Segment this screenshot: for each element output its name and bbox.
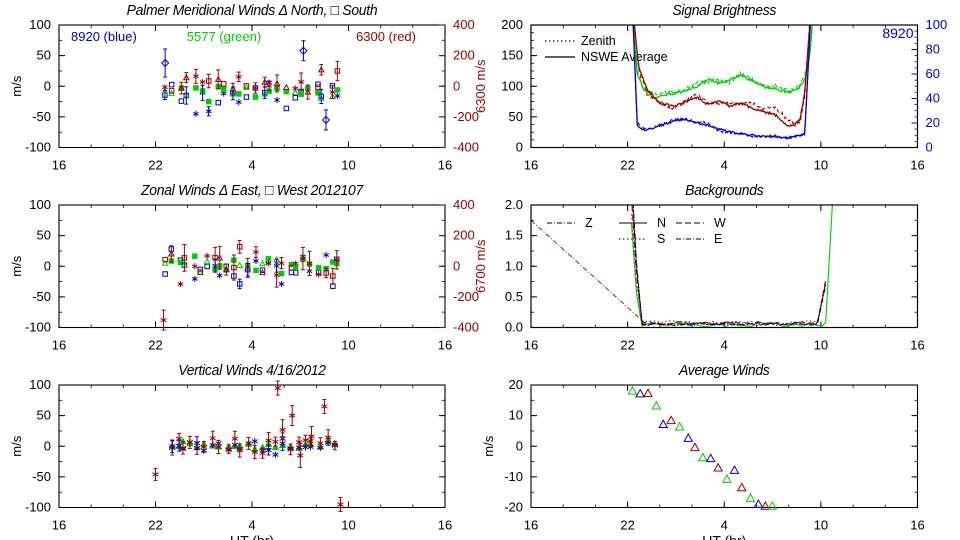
svg-text:4: 4 — [248, 158, 255, 173]
svg-text:400: 400 — [453, 17, 475, 32]
svg-text:60: 60 — [926, 66, 940, 81]
svg-text:16: 16 — [910, 158, 924, 173]
svg-text:8920: 8920 — [882, 25, 913, 41]
svg-text:m/s: m/s — [9, 255, 24, 276]
svg-text:1.5: 1.5 — [505, 228, 523, 243]
svg-text:22: 22 — [148, 158, 162, 173]
svg-text:16: 16 — [910, 518, 924, 533]
svg-text:Palmer Meridional Winds Δ Nort: Palmer Meridional Winds Δ North, □ South — [127, 3, 378, 20]
svg-text:10: 10 — [814, 338, 828, 353]
svg-text:10: 10 — [814, 518, 828, 533]
svg-text:400: 400 — [453, 197, 475, 212]
svg-text:50: 50 — [37, 48, 51, 63]
svg-text:100: 100 — [29, 17, 51, 32]
svg-text:100: 100 — [926, 17, 948, 32]
svg-text:-100: -100 — [25, 500, 51, 515]
svg-text:5577 (green): 5577 (green) — [187, 29, 261, 44]
svg-text:100: 100 — [501, 78, 523, 93]
svg-text:22: 22 — [148, 338, 162, 353]
svg-text:22: 22 — [148, 518, 162, 533]
svg-text:4: 4 — [248, 338, 255, 353]
svg-text:NSWE Average: NSWE Average — [581, 50, 668, 64]
svg-text:Backgrounds: Backgrounds — [685, 183, 763, 200]
svg-text:100: 100 — [29, 197, 51, 212]
svg-text:S: S — [657, 232, 665, 246]
svg-text:2.0: 2.0 — [505, 197, 523, 212]
svg-text:4: 4 — [721, 338, 728, 353]
svg-text:10: 10 — [814, 158, 828, 173]
svg-text:16: 16 — [438, 158, 452, 173]
svg-text:m/s: m/s — [9, 75, 24, 96]
svg-text:10: 10 — [509, 408, 523, 423]
svg-text:m/s: m/s — [481, 435, 496, 456]
svg-text:16: 16 — [524, 158, 538, 173]
svg-text:-100: -100 — [25, 140, 51, 155]
svg-text:E: E — [714, 232, 722, 246]
svg-text:4: 4 — [721, 518, 728, 533]
svg-text:22: 22 — [620, 338, 634, 353]
svg-text:50: 50 — [37, 228, 51, 243]
svg-text:Vertical Winds 4/16/2012: Vertical Winds 4/16/2012 — [178, 363, 326, 380]
svg-text:Z: Z — [585, 216, 593, 230]
svg-text:0: 0 — [44, 258, 51, 273]
svg-text:16: 16 — [52, 338, 66, 353]
svg-text:0.0: 0.0 — [505, 320, 523, 335]
svg-text:20: 20 — [509, 377, 523, 392]
svg-text:16: 16 — [524, 338, 538, 353]
svg-text:-400: -400 — [453, 320, 479, 335]
svg-text:22: 22 — [620, 518, 634, 533]
svg-text:Average Winds: Average Winds — [678, 363, 770, 380]
svg-text:0: 0 — [926, 140, 933, 155]
svg-text:16: 16 — [438, 518, 452, 533]
svg-text:22: 22 — [620, 158, 634, 173]
svg-text:50: 50 — [509, 109, 523, 124]
svg-text:6300 (red): 6300 (red) — [356, 29, 416, 44]
svg-text:200: 200 — [453, 48, 475, 63]
svg-text:16: 16 — [52, 518, 66, 533]
svg-text:-50: -50 — [32, 469, 51, 484]
svg-text:200: 200 — [501, 17, 523, 32]
svg-text:-10: -10 — [504, 469, 523, 484]
svg-text:0: 0 — [44, 438, 51, 453]
svg-text:Zenith: Zenith — [581, 34, 616, 48]
svg-text:8920 (blue): 8920 (blue) — [71, 29, 137, 44]
svg-text:UT (hr): UT (hr) — [702, 533, 746, 540]
svg-text:200: 200 — [453, 228, 475, 243]
svg-text:-50: -50 — [32, 289, 51, 304]
svg-text:-100: -100 — [25, 320, 51, 335]
svg-text:1.0: 1.0 — [505, 258, 523, 273]
svg-text:6700 m/s: 6700 m/s — [473, 239, 488, 293]
svg-text:0.5: 0.5 — [505, 289, 523, 304]
svg-text:16: 16 — [910, 338, 924, 353]
svg-text:0: 0 — [453, 258, 460, 273]
svg-text:20: 20 — [926, 115, 940, 130]
svg-text:16: 16 — [52, 158, 66, 173]
svg-text:16: 16 — [438, 338, 452, 353]
svg-text:W: W — [714, 216, 726, 230]
svg-text:0: 0 — [516, 140, 523, 155]
svg-text:10: 10 — [341, 338, 355, 353]
svg-text:0: 0 — [44, 78, 51, 93]
svg-text:6300 m/s: 6300 m/s — [473, 59, 488, 113]
svg-text:4: 4 — [248, 518, 255, 533]
svg-text:150: 150 — [501, 48, 523, 63]
svg-text:-50: -50 — [32, 109, 51, 124]
svg-text:10: 10 — [341, 518, 355, 533]
svg-text:0: 0 — [453, 78, 460, 93]
svg-text:40: 40 — [926, 91, 940, 106]
svg-text:80: 80 — [926, 42, 940, 57]
svg-text:4: 4 — [721, 158, 728, 173]
svg-text:UT (hr): UT (hr) — [230, 533, 274, 540]
svg-text:N: N — [657, 216, 666, 230]
svg-text:16: 16 — [524, 518, 538, 533]
svg-text:-20: -20 — [504, 500, 523, 515]
svg-text:50: 50 — [37, 408, 51, 423]
svg-text:10: 10 — [341, 158, 355, 173]
svg-text:0: 0 — [516, 438, 523, 453]
svg-text:-400: -400 — [453, 140, 479, 155]
svg-text:100: 100 — [29, 377, 51, 392]
svg-text:m/s: m/s — [9, 435, 24, 456]
svg-text:Signal Brightness: Signal Brightness — [672, 3, 776, 20]
svg-text:Zonal Winds Δ East, □ West 201: Zonal Winds Δ East, □ West 2012107 — [140, 183, 364, 200]
